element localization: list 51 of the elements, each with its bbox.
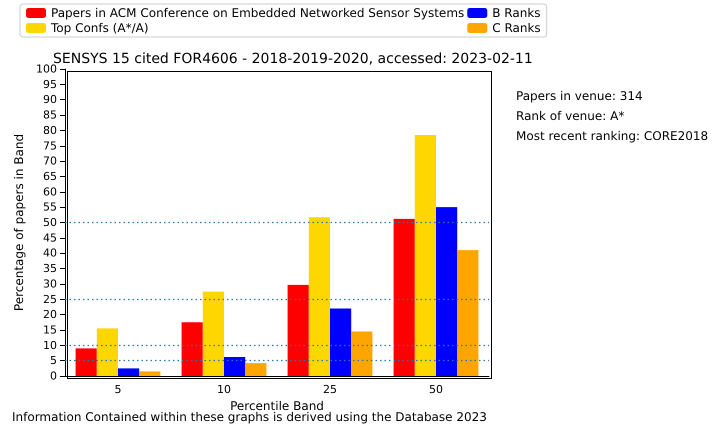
y-tick-label: 10 [43,338,57,352]
bar [414,135,436,376]
bar [224,356,246,376]
legend-label: Papers in ACM Conference on Embedded Networked Sensor Systems [51,6,464,20]
y-tick-label: 20 [43,308,57,322]
bar [394,218,415,376]
y-tick-label: 40 [43,246,57,260]
y-tick-label: 55 [43,200,57,214]
text: Information Contained within these graphs is derived using the Database 2023 [12,410,487,424]
y-tick-label: 65 [43,170,57,183]
x-tick-label: 10 [217,383,231,396]
y-tick-label: 0 [50,370,57,382]
y-tick-label: 30 [43,277,57,290]
y-tick-label: 45 [43,231,57,244]
text: Rank of venue: A* [516,109,624,123]
bar [457,250,478,376]
y-tick-label: 100 [36,62,57,76]
x-axis-title: Percentile Band [230,398,324,413]
y-tick-label: 25 [43,292,57,306]
x-tick-label: 50 [429,383,443,396]
y-tick-label: 75 [43,139,57,152]
y-tick-label: 50 [43,216,57,229]
bar [308,217,330,376]
x-tick-label: 25 [323,383,337,396]
text: Papers in venue: 314 [516,89,643,103]
bar [288,284,309,376]
bar [351,331,372,376]
bar [182,322,203,376]
y-tick-label: 80 [43,124,57,137]
bar [96,328,118,376]
bar [245,363,266,376]
bar [139,371,160,376]
y-tick-label: 35 [43,262,57,276]
x-tick-label: 5 [114,383,122,396]
bar [76,348,97,376]
y-tick-label: 15 [43,323,57,336]
y-tick-label: 60 [43,185,57,198]
y-tick-label: 85 [43,108,57,122]
y-axis-title: Percentage of papers in Band [12,134,26,312]
legend-label: Top Confs (A*/A) [50,21,149,35]
y-tick-label: 5 [50,354,57,368]
legend-label: B Ranks [492,6,541,20]
bar [436,207,458,376]
y-tick-label: 70 [43,154,57,168]
bar [202,292,224,376]
bar [330,308,352,376]
legend-label: C Ranks [492,21,541,35]
text: Most recent ranking: CORE2018 [516,129,708,143]
y-tick-label: 95 [43,78,57,91]
y-tick-label: 90 [43,93,57,106]
bar [118,368,140,376]
